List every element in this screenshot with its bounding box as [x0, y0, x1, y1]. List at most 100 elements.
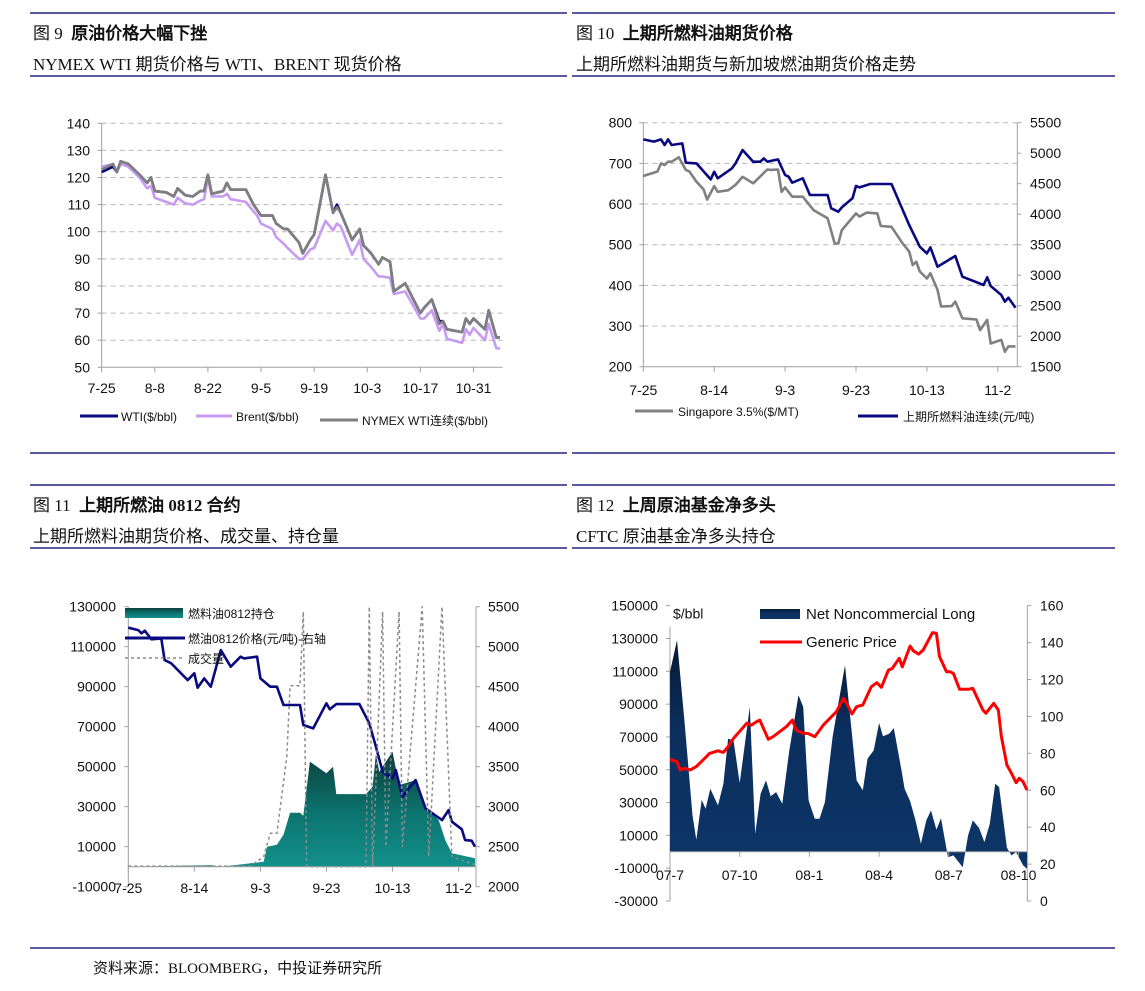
x-tick-label: 11-2 — [984, 382, 1011, 398]
y-tick-label-right: 5000 — [488, 639, 519, 655]
figure-9-subtitle: NYMEX WTI 期货价格与 WTI、BRENT 现货价格 — [33, 55, 402, 74]
x-tick-label: 7-25 — [114, 880, 142, 896]
figure-10-heading: 上期所燃料油期货价格 — [622, 24, 793, 43]
y-tick-label-left: 50000 — [77, 759, 116, 775]
rule-lowersub-left — [30, 547, 567, 549]
x-tick-label: 08-10 — [1001, 867, 1037, 883]
x-tick-label: 10-17 — [402, 380, 438, 396]
legend-label: NYMEX WTI连续($/bbl) — [362, 413, 488, 428]
y-tick-label-left: 110 — [68, 197, 91, 213]
y-tick-label-left: 90000 — [77, 679, 116, 695]
x-tick-label: 11-2 — [445, 880, 472, 896]
y-tick-label-right: 3000 — [1030, 267, 1061, 283]
line-series-3 — [101, 160, 500, 339]
line-series-2 — [101, 162, 500, 350]
y-tick-label-left: 10000 — [77, 839, 116, 855]
y-tick-label-left: -10000 — [72, 879, 116, 895]
rule-sub-left — [30, 75, 567, 77]
legend-swatch — [125, 608, 183, 618]
y-tick-label-right: 120 — [1040, 672, 1064, 688]
y-tick-label-right: 3500 — [488, 759, 519, 775]
x-tick-label: 08-7 — [935, 867, 963, 883]
x-tick-label: 9-5 — [251, 380, 271, 396]
chart-4: -30000 -10000 10000 30000 50000 70000 90000 110… — [611, 598, 1063, 909]
legend-label: 燃料油0812持仓 — [188, 606, 275, 621]
x-tick-label: 08-4 — [865, 867, 893, 883]
y-tick-label-left: 150000 — [611, 598, 658, 614]
y-tick-label-left: 600 — [609, 196, 633, 212]
legend-label: Singapore 3.5%($/MT) — [678, 405, 799, 419]
y-tick-label-left: 30000 — [619, 795, 658, 811]
x-tick-label: 07-7 — [656, 867, 684, 883]
y-tick-label-left: 140 — [67, 115, 91, 131]
y-tick-label-right: 140 — [1040, 635, 1064, 651]
y-tick-label-right: 4500 — [1030, 176, 1061, 192]
y-tick-label-left: 60 — [74, 332, 90, 348]
x-tick-label: 8-14 — [180, 880, 208, 896]
chart-1: 50 60 70 80 90 100 110 120 130 140 WTI($/bbl) Brent… — [67, 115, 503, 428]
x-tick-label: 7-25 — [88, 380, 116, 396]
x-tick-label: 8-8 — [145, 380, 165, 396]
y-tick-label-left: 70000 — [77, 719, 116, 735]
rule-top-right — [572, 12, 1115, 14]
y-tick-label-left: 130 — [67, 142, 91, 158]
y-tick-label-right: 5000 — [1030, 145, 1061, 161]
source-note: 资料来源：BLOOMBERG，中投证券研究所 — [93, 961, 383, 977]
x-tick-label: 8-14 — [700, 382, 728, 398]
legend-label: Net Noncommercial Long — [806, 606, 975, 623]
y-tick-label-right: 100 — [1040, 708, 1064, 724]
rule-sub-right — [572, 75, 1115, 77]
y-tick-label-right: 0 — [1040, 893, 1048, 909]
y-tick-label-right: 4000 — [1030, 206, 1061, 222]
x-tick-label: 9-23 — [312, 880, 340, 896]
rule-top-left — [30, 12, 567, 14]
y-tick-label-left: 800 — [609, 115, 633, 131]
figure-10-title: 图 10 上期所燃料油期货价格 — [576, 19, 793, 44]
legend-label: 成交量 — [188, 651, 224, 666]
y-tick-label-right: 40 — [1040, 819, 1056, 835]
line-series-3 — [128, 605, 476, 868]
y-tick-label-right: 4000 — [488, 719, 519, 735]
figure-9-heading: 原油价格大幅下挫 — [71, 24, 208, 43]
figure-11-heading: 上期所燃油 0812 合约 — [79, 496, 241, 515]
y-tick-label-left: 200 — [609, 359, 633, 375]
y-tick-label-left: 300 — [609, 318, 633, 334]
x-tick-label: 07-10 — [722, 867, 758, 883]
figure-9-label: 图 9 — [33, 24, 63, 43]
x-tick-label: 9-3 — [250, 880, 270, 896]
y-tick-label-right: 2000 — [488, 879, 519, 895]
y-tick-label-left: 50 — [74, 359, 90, 375]
y-tick-label-left: 100 — [67, 224, 91, 240]
y-tick-label-right: 4500 — [488, 679, 519, 695]
rule-bottom — [30, 947, 1115, 949]
y-tick-label-left: 70 — [74, 305, 90, 321]
figure-10-subtitle: 上期所燃料油期货与新加坡燃油期货价格走势 — [576, 55, 916, 74]
rule-mid-right — [572, 452, 1115, 454]
y-tick-label-left: 90000 — [619, 696, 658, 712]
y-tick-label-left: -10000 — [614, 860, 658, 876]
rule-lower-left — [30, 484, 567, 486]
chart-2: 200 300 400 500 600 700 800 1500 2000 2500 3000 350… — [609, 115, 1062, 424]
line-series-2 — [669, 631, 1029, 791]
y-tick-label-left: -30000 — [614, 893, 658, 909]
y-tick-label-right: 3500 — [1030, 237, 1061, 253]
figure-12-label: 图 12 — [576, 496, 615, 515]
area-series-1 — [670, 640, 1027, 869]
y-tick-label-right: 160 — [1040, 598, 1064, 614]
unit-label: $/bbl — [673, 606, 703, 622]
y-tick-label-right: 5500 — [488, 599, 519, 615]
y-tick-label-right: 3000 — [488, 799, 519, 815]
x-tick-label: 10-31 — [456, 380, 492, 396]
figure-11-title: 图 11 上期所燃油 0812 合约 — [33, 491, 241, 516]
chart-3: -10000 10000 30000 50000 70000 90000 110000 130… — [69, 599, 519, 896]
rule-lowersub-right — [572, 547, 1115, 549]
legend-label: Generic Price — [806, 634, 897, 651]
legend-label: 上期所燃料油连续(元/吨) — [903, 409, 1034, 424]
legend-label: WTI($/bbl) — [121, 410, 177, 424]
y-tick-label-right: 80 — [1040, 745, 1056, 761]
y-tick-label-right: 2500 — [488, 839, 519, 855]
legend-label: 燃油0812价格(元/吨)-右轴 — [188, 631, 326, 646]
x-tick-label: 10-13 — [375, 880, 411, 896]
figure-12-heading: 上周原油基金净多头 — [622, 496, 776, 515]
x-tick-label: 8-22 — [194, 380, 222, 396]
